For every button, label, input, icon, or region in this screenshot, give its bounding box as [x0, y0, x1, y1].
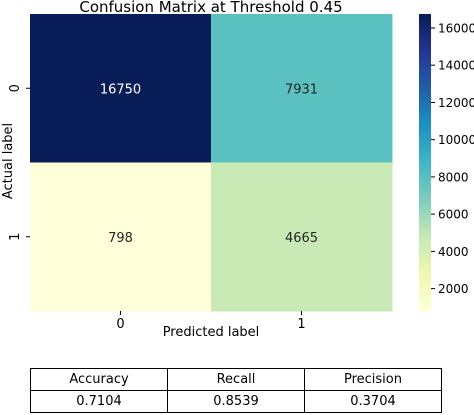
colorbar-tick-label-7: 16000: [438, 21, 474, 35]
confusion-matrix-chart: Confusion Matrix at Threshold 0.45 16750…: [1, 0, 474, 340]
recall-value: 0.8539: [167, 390, 305, 413]
colorbar-tick-label-3: 8000: [438, 170, 469, 184]
colorbar-tick-label-6: 14000: [438, 59, 474, 73]
colorbar-tick-label-0: 2000: [438, 282, 469, 296]
metrics-table: Accuracy Recall Precision 0.7104 0.8539 …: [30, 368, 442, 413]
metrics-header-row: Accuracy Recall Precision: [30, 368, 442, 391]
colorbar: [419, 14, 431, 311]
colorbar-ticks: 2000 4000 6000 8000 10000 12000 14000 16000: [431, 21, 474, 296]
colorbar-tick-label-2: 6000: [438, 208, 469, 222]
colorbar-tick-label-1: 4000: [438, 245, 469, 259]
cell-value-0-0: 16750: [100, 82, 141, 97]
accuracy-header: Accuracy: [30, 368, 168, 391]
cell-value-1-1: 4665: [285, 231, 318, 246]
y-tick-label-0: 0: [8, 84, 23, 92]
accuracy-value: 0.7104: [30, 390, 168, 413]
chart-title: Confusion Matrix at Threshold 0.45: [79, 0, 342, 16]
x-axis-label: Predicted label: [163, 325, 260, 340]
cell-value-labels: 16750 7931 798 4665: [100, 82, 318, 246]
heatmap-cell-1-1: [211, 162, 393, 312]
x-tick-label-0: 0: [116, 317, 124, 332]
precision-value: 0.3704: [304, 390, 442, 413]
heatmap-cells: [30, 14, 393, 312]
heatmap-cell-1-0: [30, 162, 212, 312]
colorbar-tick-label-5: 12000: [438, 96, 474, 110]
cell-value-0-1: 7931: [285, 82, 318, 97]
y-axis-label: Actual label: [1, 123, 16, 199]
metrics-value-row: 0.7104 0.8539 0.3704: [30, 390, 442, 413]
y-axis-ticks: 01: [8, 84, 30, 241]
precision-header: Precision: [304, 368, 442, 391]
cell-value-1-0: 798: [108, 231, 133, 246]
heatmap-cell-0-1: [211, 14, 393, 163]
y-tick-label-1: 1: [8, 233, 23, 241]
x-tick-label-1: 1: [297, 317, 305, 332]
heatmap-cell-0-0: [30, 14, 212, 163]
colorbar-tick-label-4: 10000: [438, 133, 474, 147]
recall-header: Recall: [167, 368, 305, 391]
